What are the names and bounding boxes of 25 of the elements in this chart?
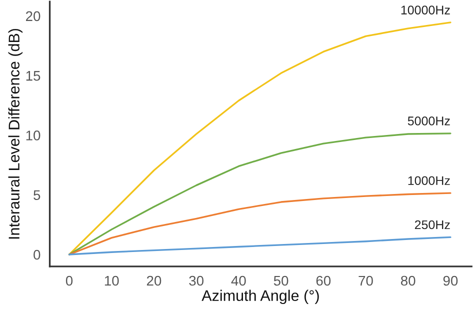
x-tick-label: 40	[231, 276, 246, 286]
x-tick-label: 30	[189, 276, 204, 286]
y-tick-label: 20	[26, 11, 40, 22]
series-label: 250Hz	[414, 220, 450, 230]
x-tick-label: 90	[443, 276, 458, 286]
line-series	[68, 132, 452, 256]
series-label: 1000Hz	[408, 176, 450, 186]
line-series	[68, 236, 452, 256]
x-tick-label: 0	[66, 276, 73, 286]
series-label: 5000Hz	[408, 116, 450, 126]
line-series	[68, 192, 452, 256]
y-tick-label: 15	[26, 71, 40, 81]
y-tick-label: 10	[26, 130, 40, 140]
y-axis-title: Interaural Level Difference (dB)	[8, 28, 23, 239]
y-tick-label: 5	[34, 190, 40, 200]
x-tick-label: 60	[316, 276, 331, 286]
line-series	[68, 22, 452, 256]
x-tick-label: 20	[146, 276, 162, 286]
x-tick-label: 80	[400, 276, 416, 286]
x-tick-label: 10	[104, 276, 119, 286]
series-label: 10000Hz	[401, 6, 450, 14]
x-axis-title: Azimuth Angle (°)	[202, 290, 319, 304]
x-tick-label: 70	[358, 276, 373, 286]
y-tick-label: 0	[34, 250, 40, 260]
x-tick-label: 50	[274, 276, 288, 286]
